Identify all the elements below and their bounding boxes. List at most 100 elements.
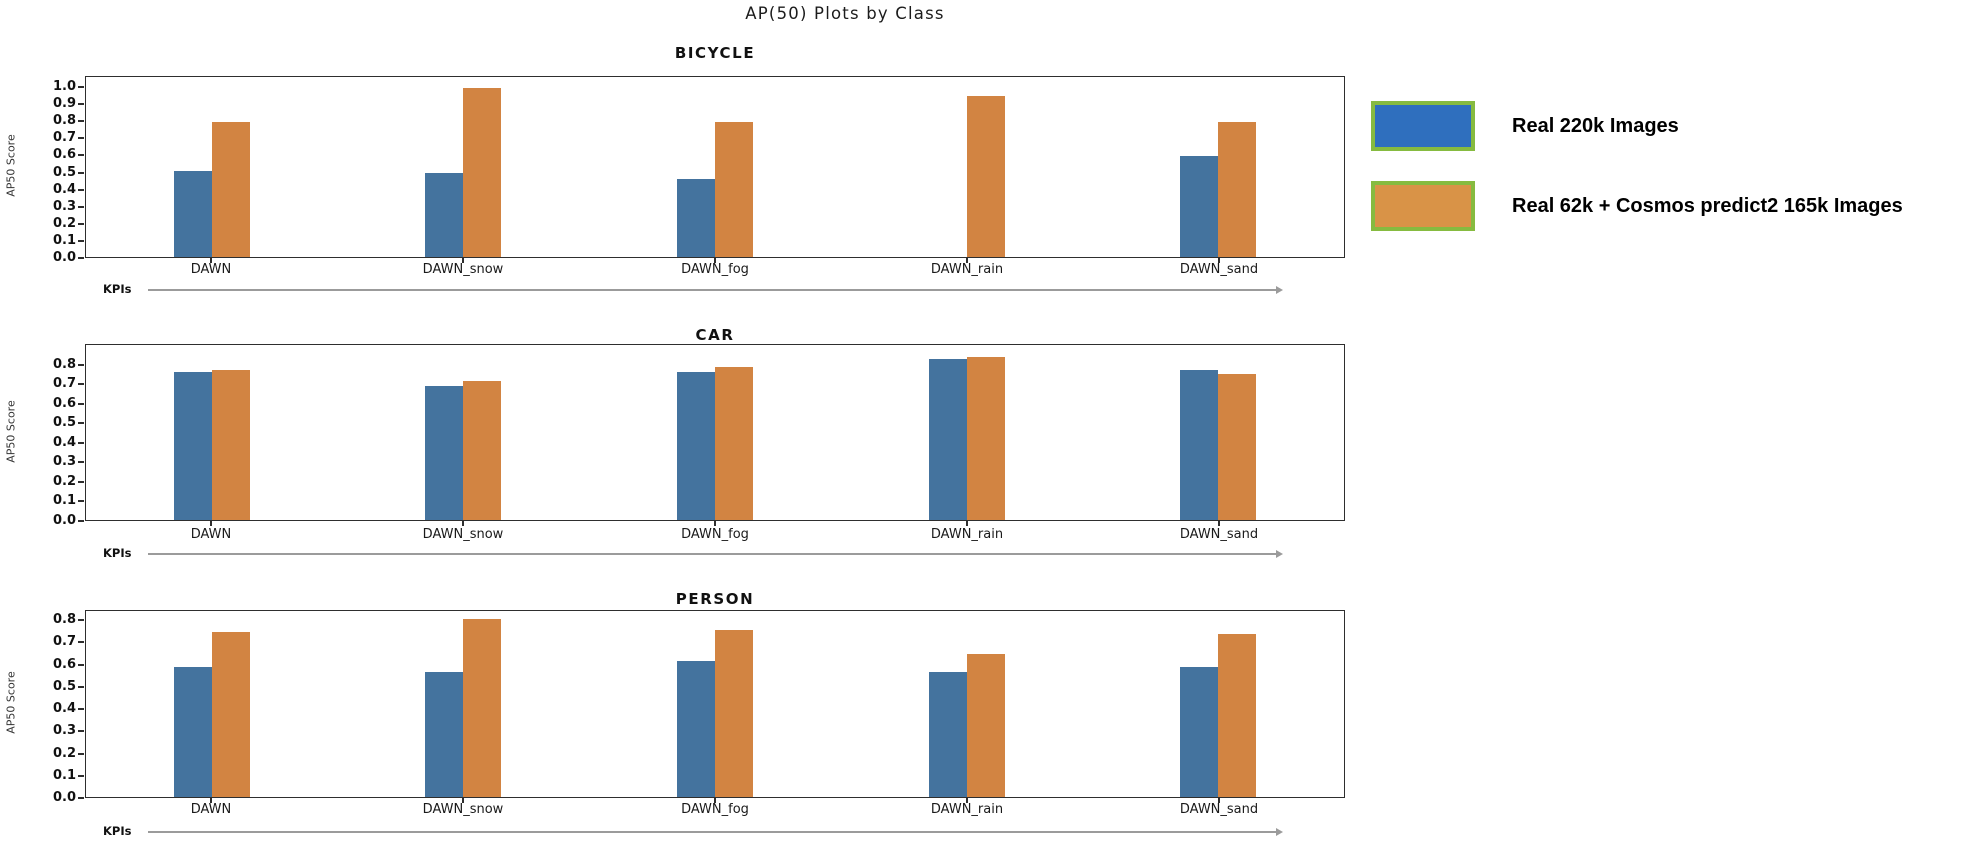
bar-cosmos-mix [714,121,753,257]
bar-group-dawn_fog [589,611,841,797]
kpis-arrow-line [148,831,1276,833]
y-tick-mark [78,752,84,755]
y-tick-label: 0.3 [52,454,76,470]
bar-real-220k [676,179,715,257]
x-tick-label-dawn_snow: DAWN_snow [422,527,504,542]
bar-group-dawn_fog [589,77,841,257]
bar-group-dawn_snow [338,345,590,520]
x-tick-mark [966,258,968,263]
y-tick-label: 0.6 [52,147,76,163]
bar-group-dawn_sand [1092,77,1344,257]
bar-cosmos-mix [463,88,502,257]
y-tick-mark [78,239,84,242]
kpis-arrowhead-icon [1276,828,1283,836]
bar-real-220k [425,172,464,257]
bar-real-220k [676,372,715,520]
y-tick-label: 0.7 [52,634,76,650]
x-tick-mark [210,258,212,263]
y-tick-mark [78,685,84,688]
y-axis-label: AP50 Score [4,399,18,463]
bar-cosmos-mix [211,370,250,520]
y-tick-label: 0.4 [52,181,76,197]
bar-group-dawn_sand [1092,345,1344,520]
x-tick-labels: DAWN DAWN_snow DAWN_fog DAWN_rain DAWN_sand [85,802,1345,817]
bar-real-220k [425,385,464,520]
bar-real-220k [173,667,212,797]
y-tick-mark [78,188,84,191]
y-tick-mark [78,171,84,174]
x-tick-mark [1218,521,1220,526]
y-tick-mark [78,641,84,644]
bar-group-dawn [86,77,338,257]
y-tick-mark [78,257,84,259]
page-title: AP(50) Plots by Class [745,4,945,23]
bar-groups [86,345,1344,520]
y-tick-label: 0.8 [52,356,76,372]
bar-real-220k [173,170,212,257]
x-tick-mark [966,798,968,803]
y-tick-label: 0.5 [52,678,76,694]
bar-cosmos-mix [714,367,753,520]
chart-title: PERSON [675,590,755,608]
bar-real-220k [676,660,715,797]
y-tick-mark [78,461,84,464]
bar-cosmos-mix [1218,634,1257,797]
y-tick-mark [78,797,84,799]
x-tick-mark [1218,798,1220,803]
y-tick-mark [78,500,84,503]
y-tick-mark [78,363,84,366]
x-tick-label-dawn_rain: DAWN_rain [930,802,1004,817]
x-tick-label-dawn_sand: DAWN_sand [1179,802,1259,817]
chart-title: BICYCLE [674,44,756,62]
kpis-arrowhead-icon [1276,286,1283,294]
y-tick-mark [78,708,84,710]
y-tick-mark [78,137,84,140]
y-axis-label: AP50 Score [4,671,18,734]
y-tick-label: 0.2 [52,473,76,489]
y-tick-mark [78,402,84,405]
x-tick-mark [210,521,212,526]
y-tick-mark [78,730,84,733]
bar-real-220k [928,358,967,520]
x-axis-label-kpis: KPIs [103,824,132,838]
chart-title: CAR [695,326,735,344]
bar-group-dawn_fog [589,345,841,520]
y-tick-label: 0.2 [52,745,76,761]
x-tick-label-dawn_snow: DAWN_snow [422,802,504,817]
y-tick-label: 0.7 [52,130,76,146]
x-tick-mark [210,798,212,803]
y-tick-label: 1.0 [52,79,76,95]
y-tick-mark [78,383,84,386]
bar-group-dawn_snow [338,77,590,257]
y-tick-mark [78,86,84,89]
y-tick-mark [78,120,84,123]
y-tick-label: 0.2 [52,215,76,231]
x-tick-label-dawn_snow: DAWN_snow [422,262,504,277]
plot-area [85,344,1345,521]
legend-item-cosmos-mix: Real 62k + Cosmos predict2 165k Images [1371,181,1903,231]
bar-group-dawn_rain [841,77,1093,257]
y-axis-label: AP50 Score [4,134,18,197]
kpis-arrow-line [148,289,1276,291]
y-tick-label: 0.1 [52,493,76,509]
y-tick-mark [78,154,84,157]
legend: Real 220k Images Real 62k + Cosmos predi… [1371,101,1903,261]
y-tick-mark [78,103,84,106]
x-tick-label-dawn_fog: DAWN_fog [681,802,749,817]
y-tick-label: 0.1 [52,232,76,248]
x-tick-mark [462,258,464,263]
bar-cosmos-mix [714,629,753,797]
x-tick-label-dawn: DAWN [190,262,232,277]
legend-swatch-real-220k [1371,101,1475,151]
y-tick-label: 0.0 [52,250,76,265]
bar-real-220k [425,671,464,797]
bar-real-220k [1180,370,1219,520]
y-tick-mark [78,619,84,621]
y-tick-mark [78,222,84,225]
y-tick-label: 0.8 [52,113,76,129]
y-tick-mark [78,441,84,444]
bar-real-220k [928,671,967,797]
x-axis-label-kpis: KPIs [103,282,132,296]
legend-item-real-220k: Real 220k Images [1371,101,1903,151]
